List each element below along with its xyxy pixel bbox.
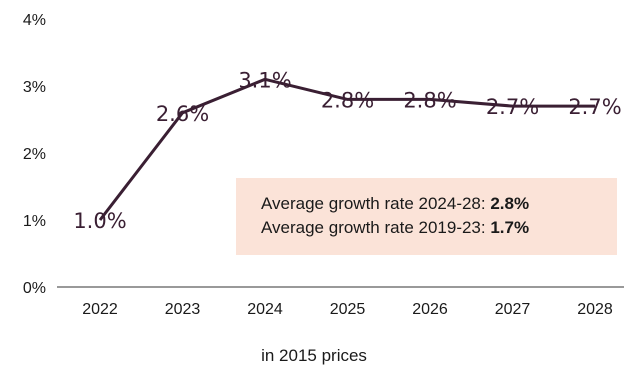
- data-label: 2.6%: [156, 102, 209, 126]
- annotation-line-2-label: Average growth rate 2019-23:: [261, 218, 491, 237]
- y-tick-label: 2%: [23, 146, 46, 163]
- annotation-line-2-value: 1.7%: [490, 218, 530, 237]
- y-tick-label: 1%: [23, 213, 46, 230]
- x-axis-caption: in 2015 prices: [261, 346, 367, 365]
- x-tick-label: 2022: [82, 301, 118, 318]
- data-label: 1.0%: [73, 209, 126, 233]
- x-tick-label: 2025: [330, 301, 366, 318]
- x-axis-ticks: 2022 2023 2024 2025 2026 2027 2028: [82, 301, 613, 318]
- y-tick-label: 3%: [23, 79, 46, 96]
- y-axis-ticks: 0% 1% 2% 3% 4%: [23, 12, 46, 297]
- x-tick-label: 2028: [577, 301, 613, 318]
- data-label: 3.1%: [238, 68, 291, 92]
- series-line: [98, 77, 595, 221]
- data-label: 2.7%: [568, 95, 621, 119]
- annotation-line-1-value: 2.8%: [490, 194, 530, 213]
- data-label: 2.8%: [321, 88, 374, 112]
- data-label: 2.8%: [403, 88, 456, 112]
- annotation-line-1: Average growth rate 2024-28: 2.8%: [261, 192, 617, 216]
- data-labels: 1.0% 2.6% 3.1% 2.8% 2.8% 2.7% 2.7%: [73, 68, 621, 233]
- x-tick-label: 2024: [247, 301, 283, 318]
- data-label: 2.7%: [486, 95, 539, 119]
- average-growth-annotation: Average growth rate 2024-28: 2.8% Averag…: [236, 178, 617, 255]
- annotation-line-2: Average growth rate 2019-23: 1.7%: [261, 216, 617, 240]
- annotation-line-1-label: Average growth rate 2024-28:: [261, 194, 491, 213]
- y-tick-label: 0%: [23, 280, 46, 297]
- x-tick-label: 2023: [165, 301, 201, 318]
- x-tick-label: 2026: [412, 301, 448, 318]
- y-tick-label: 4%: [23, 12, 46, 29]
- x-tick-label: 2027: [495, 301, 531, 318]
